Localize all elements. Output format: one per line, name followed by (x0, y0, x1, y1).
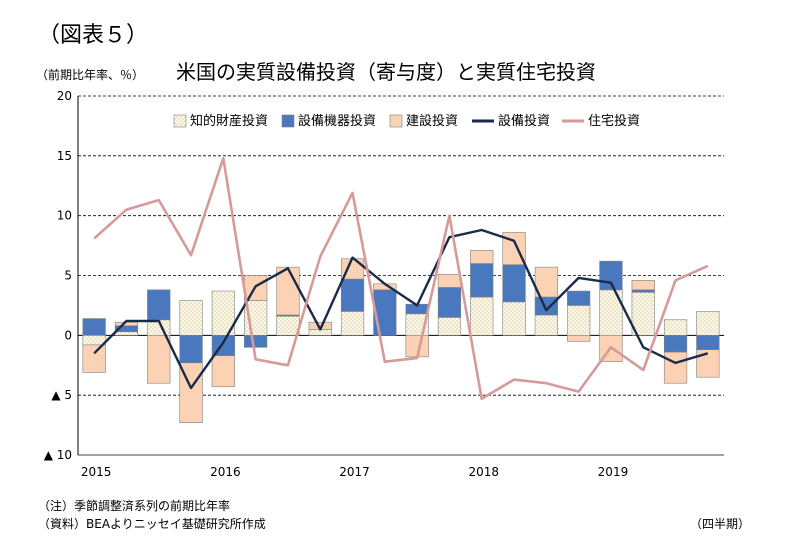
y-tick-label: ▲ 10 (44, 448, 72, 462)
bar-equipment (437, 287, 462, 318)
y-tick-label: 0 (64, 328, 72, 342)
source-text: （資料）BEAよりニッセイ基礎研究所作成 (38, 516, 266, 531)
legend-label-structures: 建設投資 (406, 113, 458, 129)
bar-equipment (179, 335, 203, 364)
bar-equipment (244, 335, 268, 348)
bar-ip (696, 311, 720, 336)
legend-swatch-structures (389, 114, 403, 128)
stacked-bars (82, 232, 720, 423)
line-series (93, 156, 709, 401)
bar-structures (502, 232, 526, 266)
bar-equipment (663, 335, 688, 353)
bar-equipment (470, 263, 494, 298)
bar-equipment (147, 289, 171, 321)
bar-equipment (696, 335, 720, 350)
bar-ip (82, 335, 106, 346)
gridlines (77, 95, 724, 456)
x-tick-label: 2016 (210, 465, 241, 479)
bar-ip (114, 331, 139, 336)
legend-swatch-ip (173, 114, 187, 128)
bar-structures (147, 335, 171, 384)
line-nonres_line (93, 228, 709, 390)
y-axis-unit-label: （前期比年率、％） (36, 67, 144, 82)
bar-ip (663, 319, 688, 336)
x-axis-ticks: 2015 2016 2017 2018 2019 (81, 465, 628, 479)
line-res_line (93, 156, 709, 401)
bar-equipment (340, 278, 365, 312)
y-tick-label: 15 (57, 149, 72, 163)
note-text: （注）季節調整済系列の前期比年率 (38, 498, 230, 513)
y-tick-label: 10 (57, 209, 72, 223)
bar-structures (567, 335, 591, 342)
y-tick-label: 20 (57, 89, 72, 103)
y-tick-label: 5 (64, 269, 72, 283)
bar-ip (534, 314, 558, 336)
bar-ip (340, 311, 365, 336)
bar-structures (276, 266, 300, 316)
legend-label-nonres_line: 設備投資 (498, 113, 550, 129)
x-tick-label: 2019 (598, 465, 629, 479)
bar-structures (696, 349, 720, 378)
y-axis-ticks: 20 15 10 5 0 ▲ 5 ▲ 10 (44, 89, 72, 462)
bar-equipment (82, 318, 106, 336)
bar-ip (437, 317, 462, 336)
bar-equipment (534, 296, 558, 316)
y-tick-label: ▲ 5 (51, 388, 72, 402)
figure-label: （図表５） (38, 23, 148, 48)
bar-ip (502, 301, 526, 336)
bar-ip (567, 305, 591, 336)
x-tick-label: 2015 (81, 465, 112, 479)
bar-structures (470, 250, 494, 264)
bar-equipment (567, 290, 591, 306)
bar-structures (631, 279, 655, 291)
bar-structures (663, 351, 688, 384)
bar-structures (534, 266, 558, 298)
legend-swatch-equipment (281, 114, 295, 128)
x-tick-label: 2017 (339, 465, 370, 479)
bar-equipment (599, 260, 623, 291)
x-tick-label: 2018 (468, 465, 499, 479)
bar-equipment (373, 289, 397, 336)
bar-structures (211, 355, 235, 388)
bar-ip (470, 296, 494, 336)
bar-structures (82, 344, 106, 373)
chart-title: 米国の実質設備投資（寄与度）と実質住宅投資 (176, 60, 596, 84)
legend: 知的財産投資 設備機器投資 建設投資 設備投資 住宅投資 (173, 113, 640, 129)
bar-structures (437, 274, 462, 288)
bar-ip (179, 300, 203, 336)
bar-equipment (502, 264, 526, 303)
legend-label-res_line: 住宅投資 (588, 113, 640, 129)
legend-label-equipment: 設備機器投資 (298, 113, 376, 129)
bar-ip (276, 315, 300, 336)
legend-label-ip: 知的財産投資 (190, 113, 268, 129)
bar-equipment (631, 289, 655, 293)
bar-structures (114, 321, 139, 327)
frequency-label: （四半期） (690, 517, 750, 531)
